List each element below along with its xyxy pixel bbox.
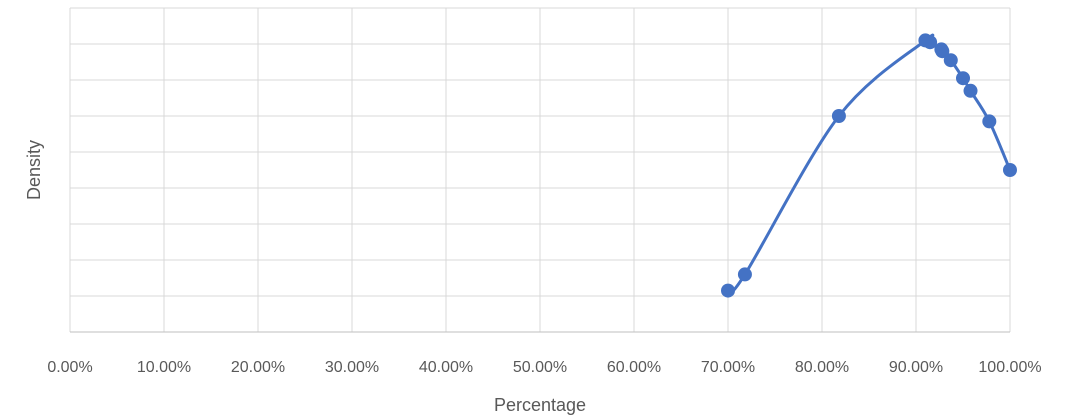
data-point — [963, 83, 978, 98]
x-tick-label: 20.00% — [231, 359, 285, 376]
data-point — [956, 71, 970, 86]
data-point — [923, 35, 938, 50]
x-tick-label: 10.00% — [137, 359, 191, 376]
x-tick-label: 0.00% — [47, 359, 92, 376]
data-point — [943, 53, 958, 68]
x-tick-label: 90.00% — [889, 359, 943, 376]
x-axis-tick-labels: 0.00% 10.00% 20.00% 30.00% 40.00% 50.00% 60.00… — [47, 359, 1041, 376]
gridlines — [69, 7, 1011, 332]
x-tick-label: 40.00% — [419, 359, 473, 376]
x-tick-label: 60.00% — [607, 359, 661, 376]
data-point — [831, 109, 846, 123]
data-point — [737, 267, 752, 282]
data-point — [982, 114, 997, 129]
y-axis-title: Density — [24, 140, 44, 200]
x-tick-label: 50.00% — [513, 359, 567, 376]
x-tick-label: 100.00% — [978, 359, 1041, 376]
x-axis-title: Percentage — [494, 395, 586, 415]
x-tick-label: 30.00% — [325, 359, 379, 376]
data-point — [721, 283, 735, 298]
x-tick-label: 80.00% — [795, 359, 849, 376]
data-point — [1003, 163, 1017, 177]
x-tick-label: 70.00% — [701, 359, 755, 376]
data-point — [935, 44, 950, 59]
series-points — [721, 33, 1017, 298]
